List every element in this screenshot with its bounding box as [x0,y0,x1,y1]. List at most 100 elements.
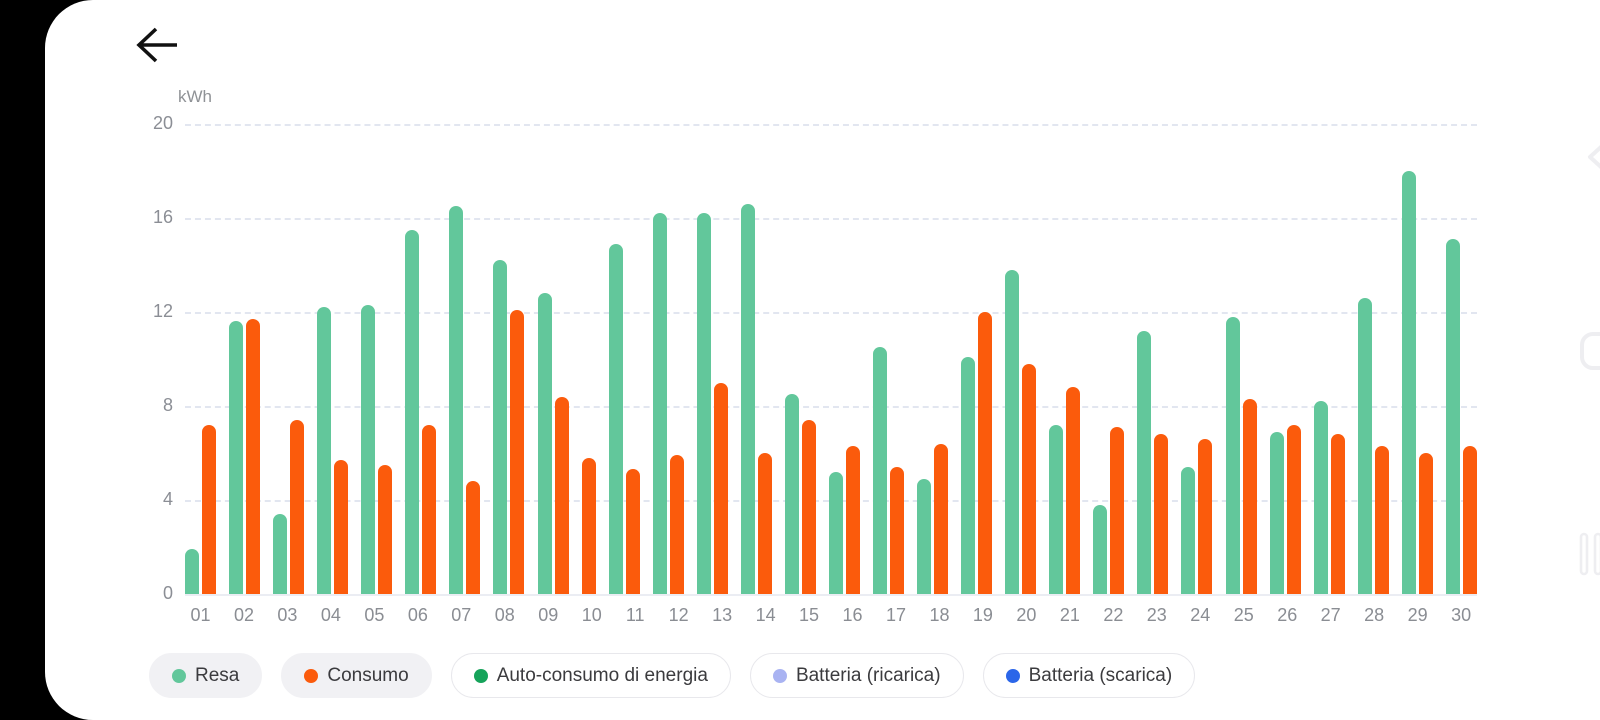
bar-resa-day-24[interactable] [1181,467,1196,594]
bar-group-day-25[interactable] [1225,124,1257,594]
bar-group-day-02[interactable] [229,124,261,594]
bar-group-day-28[interactable] [1357,124,1389,594]
bar-group-day-30[interactable] [1445,124,1477,594]
bar-group-day-05[interactable] [361,124,393,594]
bar-resa-day-27[interactable] [1313,401,1328,594]
bar-group-day-04[interactable] [317,124,349,594]
bar-resa-day-14[interactable] [740,203,755,594]
bar-consumo-day-24[interactable] [1198,438,1213,594]
bar-consumo-day-26[interactable] [1286,424,1301,594]
bar-resa-day-17[interactable] [873,347,887,594]
x-tick-label-10: 10 [581,605,602,625]
bar-resa-day-04[interactable] [317,307,332,594]
bar-consumo-day-02[interactable] [246,319,261,594]
bar-consumo-day-01[interactable] [202,424,216,594]
back-button[interactable] [131,22,183,68]
bar-group-day-14[interactable] [740,124,772,594]
legend-pill-resa[interactable]: Resa [149,653,263,698]
bar-group-day-24[interactable] [1181,124,1213,594]
bar-resa-day-07[interactable] [449,206,464,594]
bar-resa-day-18[interactable] [917,478,932,594]
x-tick-label-17: 17 [885,605,907,625]
bar-group-day-23[interactable] [1137,124,1169,594]
nav-handle-bars-icon[interactable] [1579,530,1600,578]
bar-resa-day-21[interactable] [1049,424,1064,594]
bar-group-day-01[interactable] [185,124,216,594]
bar-group-day-20[interactable] [1005,124,1037,594]
bar-resa-day-16[interactable] [828,471,843,594]
bar-resa-day-06[interactable] [405,229,420,594]
bar-resa-day-26[interactable] [1269,431,1284,594]
legend-pill-batteria-ricarica[interactable]: Batteria (ricarica) [749,653,964,698]
nav-recents-square-icon[interactable] [1578,330,1600,372]
bar-resa-day-01[interactable] [185,549,199,594]
bar-group-day-21[interactable] [1049,124,1081,594]
bar-consumo-day-03[interactable] [290,420,305,594]
bar-consumo-day-17[interactable] [890,467,904,594]
bar-resa-day-19[interactable] [961,356,976,594]
bar-group-day-19[interactable] [961,124,993,594]
bar-consumo-day-14[interactable] [757,453,772,594]
bar-consumo-day-22[interactable] [1110,427,1125,594]
bar-consumo-day-06[interactable] [422,424,437,594]
bar-consumo-day-07[interactable] [466,481,481,594]
bar-group-day-15[interactable] [784,124,816,594]
bar-group-day-17[interactable] [873,124,904,594]
bar-consumo-day-11[interactable] [625,469,640,594]
bar-consumo-day-05[interactable] [378,464,393,594]
bar-resa-day-13[interactable] [696,213,711,594]
bar-resa-day-20[interactable] [1005,269,1020,594]
bar-group-day-11[interactable] [608,124,640,594]
bar-resa-day-08[interactable] [493,260,508,594]
bar-group-day-07[interactable] [449,124,481,594]
bar-consumo-day-10[interactable] [581,457,596,594]
bar-resa-day-03[interactable] [273,514,288,594]
bar-consumo-day-15[interactable] [801,420,816,594]
bar-group-day-06[interactable] [405,124,437,594]
bar-resa-day-25[interactable] [1225,316,1240,594]
bar-consumo-day-19[interactable] [978,312,993,594]
bar-group-day-12[interactable] [652,124,684,594]
bar-resa-day-29[interactable] [1401,171,1416,594]
bar-group-day-03[interactable] [273,124,305,594]
legend-pill-auto-consumo-di-energia[interactable]: Auto-consumo di energia [450,653,731,698]
bar-consumo-day-21[interactable] [1066,387,1081,594]
bar-consumo-day-25[interactable] [1242,398,1257,594]
bar-resa-day-11[interactable] [608,243,623,594]
bar-consumo-day-09[interactable] [554,396,569,594]
bar-resa-day-22[interactable] [1093,504,1108,594]
bar-resa-day-28[interactable] [1357,297,1372,594]
bar-consumo-day-08[interactable] [510,309,525,594]
bar-consumo-day-27[interactable] [1330,434,1345,594]
bar-consumo-day-30[interactable] [1462,445,1477,594]
bar-consumo-day-23[interactable] [1154,434,1169,594]
bar-group-day-22[interactable] [1093,124,1125,594]
bar-resa-day-15[interactable] [784,394,799,594]
bar-consumo-day-04[interactable] [334,460,349,594]
bar-group-day-26[interactable] [1269,124,1301,594]
bar-consumo-day-13[interactable] [713,382,728,594]
bar-group-day-09[interactable] [537,124,569,594]
bar-group-day-10[interactable] [581,124,596,594]
bar-group-day-27[interactable] [1313,124,1345,594]
bar-consumo-day-16[interactable] [845,445,860,594]
bar-resa-day-09[interactable] [537,293,552,594]
bar-group-day-13[interactable] [696,124,728,594]
bar-group-day-16[interactable] [828,124,860,594]
nav-back-chevron-icon[interactable] [1581,132,1600,182]
bar-resa-day-30[interactable] [1445,239,1460,594]
bar-consumo-day-18[interactable] [934,443,949,594]
bar-consumo-day-20[interactable] [1022,363,1037,594]
bar-group-day-18[interactable] [917,124,949,594]
bar-group-day-08[interactable] [493,124,525,594]
bar-consumo-day-29[interactable] [1418,453,1433,594]
legend-pill-consumo[interactable]: Consumo [281,653,432,698]
bar-consumo-day-28[interactable] [1374,445,1389,594]
bar-resa-day-12[interactable] [652,213,667,594]
bar-resa-day-23[interactable] [1137,330,1152,594]
bar-consumo-day-12[interactable] [669,455,684,594]
legend-pill-batteria-scarica[interactable]: Batteria (scarica) [982,653,1196,698]
bar-group-day-29[interactable] [1401,124,1433,594]
bar-resa-day-05[interactable] [361,304,376,594]
bar-resa-day-02[interactable] [229,321,244,594]
